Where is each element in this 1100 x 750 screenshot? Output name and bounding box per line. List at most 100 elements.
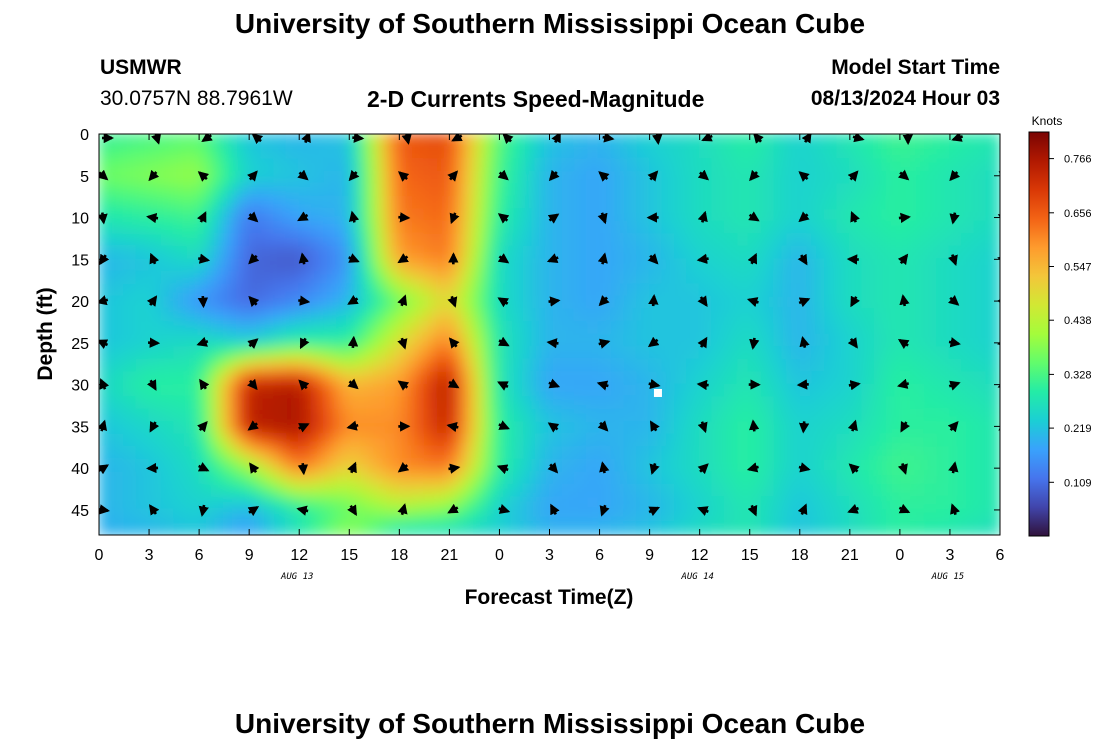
x-tick-label: 15 [340,547,358,564]
heatmap-cell [798,158,814,173]
heatmap-cell [435,508,451,524]
heatmap-cell [723,408,739,424]
heatmap-cell [348,145,363,161]
current-vector-arrow [801,134,812,144]
heatmap-cell [723,158,739,173]
station-coordinates: 30.0757N 88.7961W [100,87,293,110]
heatmap-cell [836,145,851,161]
heatmap-cell [911,483,926,499]
heatmap-cell [335,383,351,399]
heatmap-cell [648,208,664,223]
heatmap-cell [898,220,914,236]
heatmap-cell [786,270,801,286]
current-vector-arrow [497,169,509,181]
heatmap-cell [623,471,639,486]
heatmap-cell [898,145,914,161]
heatmap-cell [99,195,113,211]
heatmap-cell [573,333,589,349]
heatmap-cell [811,371,826,386]
heatmap-cell [235,446,251,461]
heatmap-cell [360,134,376,148]
heatmap-cell [260,496,276,511]
heatmap-cell [636,458,651,474]
heatmap-cell [398,145,413,161]
x-tick-label: 9 [645,547,654,564]
heatmap-cell [611,245,626,261]
heatmap-cell [986,521,1000,535]
heatmap-cell [673,258,689,273]
heatmap-cell [485,408,501,424]
heatmap-cell [823,471,839,486]
current-vector-arrow [599,461,610,474]
heatmap-cell [99,233,113,248]
heatmap-cell [523,158,538,173]
heatmap-cell [110,371,126,386]
heatmap-cell [260,471,276,486]
heatmap-cell [273,421,288,436]
heatmap-cell [598,158,614,173]
heatmap-cell [160,134,176,148]
heatmap-cell [623,295,639,311]
heatmap-cell [598,433,614,449]
heatmap-cell [686,408,701,424]
heatmap-cell [185,421,201,436]
heatmap-cell [185,446,201,461]
heatmap-cell [823,220,839,236]
heatmap-cell [598,258,614,273]
heatmap-cell [385,421,401,436]
heatmap-cell [861,283,876,298]
heatmap-cell [185,208,201,223]
heatmap-cell [535,496,551,511]
heatmap-cell [223,183,238,198]
heatmap-cell [961,158,976,173]
heatmap-cell [836,320,851,336]
heatmap-cell [711,183,726,198]
heatmap-cell [410,508,426,524]
heatmap-cell [473,396,488,411]
heatmap-cell [786,195,801,211]
heatmap-cell [360,195,376,211]
heatmap-cell [448,195,463,211]
heatmap-cell [223,371,238,386]
heatmap-cell [323,508,338,524]
current-vector-arrow [447,295,458,308]
heatmap-cell [636,320,651,336]
current-vector-arrow [348,253,360,263]
heatmap-cell [323,195,338,211]
heatmap-cell [135,283,151,298]
current-vector-arrow [397,171,410,182]
heatmap-cell [861,471,876,486]
heatmap-cell [973,170,989,186]
heatmap-cell [986,383,1000,399]
heatmap-cell [298,283,313,298]
heatmap-cell [473,158,488,173]
heatmap-cell [598,145,614,161]
heatmap-cell [711,283,726,298]
heatmap-cell [273,496,288,511]
heatmap-cell [485,208,501,223]
heatmap-cell [210,408,226,424]
heatmap-cell [485,383,501,399]
heatmap-cell [786,483,801,499]
heatmap-cell [323,408,338,424]
heatmap-cell [185,521,201,535]
heatmap-cell [348,496,363,511]
heatmap-cell [686,333,701,349]
heatmap-cell [410,483,426,499]
heatmap-cell [360,458,376,474]
heatmap-cell [886,158,901,173]
heatmap-cell [298,258,313,273]
heatmap-cell [448,233,463,248]
current-vector-arrow [949,169,961,182]
heatmap-cell [473,134,488,148]
heatmap-cell [923,458,939,474]
colorbar-scale [1028,131,1050,537]
heatmap-cell [123,471,138,486]
current-vector-arrow [449,212,460,225]
heatmap-cell [473,295,488,311]
heatmap-cell [936,458,951,474]
heatmap-cell [99,158,113,173]
heatmap-cell [636,396,651,411]
heatmap-cell [786,170,801,186]
heatmap-cell [661,220,676,236]
